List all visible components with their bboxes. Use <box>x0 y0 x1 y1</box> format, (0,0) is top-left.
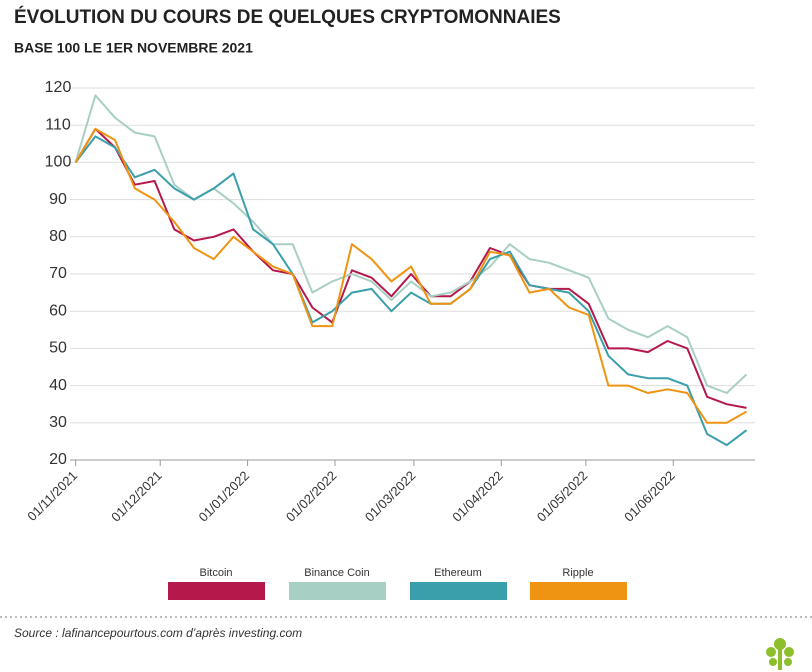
legend-label: Ethereum <box>434 567 482 579</box>
y-tick-label: 110 <box>45 116 71 133</box>
x-tick-label: 01/01/2022 <box>196 468 253 525</box>
legend-swatch <box>530 582 627 600</box>
chart-title: ÉVOLUTION DU COURS DE QUELQUES CRYPTOMON… <box>14 6 561 28</box>
series-line <box>74 127 747 424</box>
y-tick-label: 120 <box>45 79 72 96</box>
y-tick-label: 50 <box>49 340 67 357</box>
y-tick-label: 30 <box>49 414 67 431</box>
x-tick-label: 01/05/2022 <box>534 468 591 525</box>
x-tick-label: 01/04/2022 <box>449 468 506 525</box>
source: Source : lafinancepourtous.com d’après i… <box>14 626 302 640</box>
y-tick-label: 40 <box>49 377 67 394</box>
x-tick-label: 01/11/2021 <box>24 468 80 524</box>
series-line <box>74 127 747 409</box>
series-line <box>74 94 748 394</box>
y-tick-label: 60 <box>49 302 67 319</box>
x-tick-label: 01/12/2021 <box>108 468 165 525</box>
legend-swatch <box>410 582 507 600</box>
legend-swatch <box>168 582 265 600</box>
chart-subtitle: BASE 100 LE 1ER NOVEMBRE 2021 <box>14 40 253 56</box>
x-tick-label: 01/06/2022 <box>621 468 678 525</box>
legend-label: Ripple <box>562 567 593 579</box>
y-tick-label: 100 <box>45 154 72 171</box>
logo <box>766 638 794 670</box>
y-tick-label: 20 <box>49 451 67 468</box>
legend-label: Binance Coin <box>304 567 369 579</box>
y-tick-label: 70 <box>49 265 67 282</box>
y-tick-label: 90 <box>49 191 67 208</box>
x-tick-label: 01/03/2022 <box>362 468 419 525</box>
legend-label: Bitcoin <box>199 567 232 579</box>
series-line <box>74 135 748 447</box>
x-tick-label: 01/02/2022 <box>283 468 340 525</box>
legend-swatch <box>289 582 386 600</box>
y-tick-label: 80 <box>49 228 67 245</box>
